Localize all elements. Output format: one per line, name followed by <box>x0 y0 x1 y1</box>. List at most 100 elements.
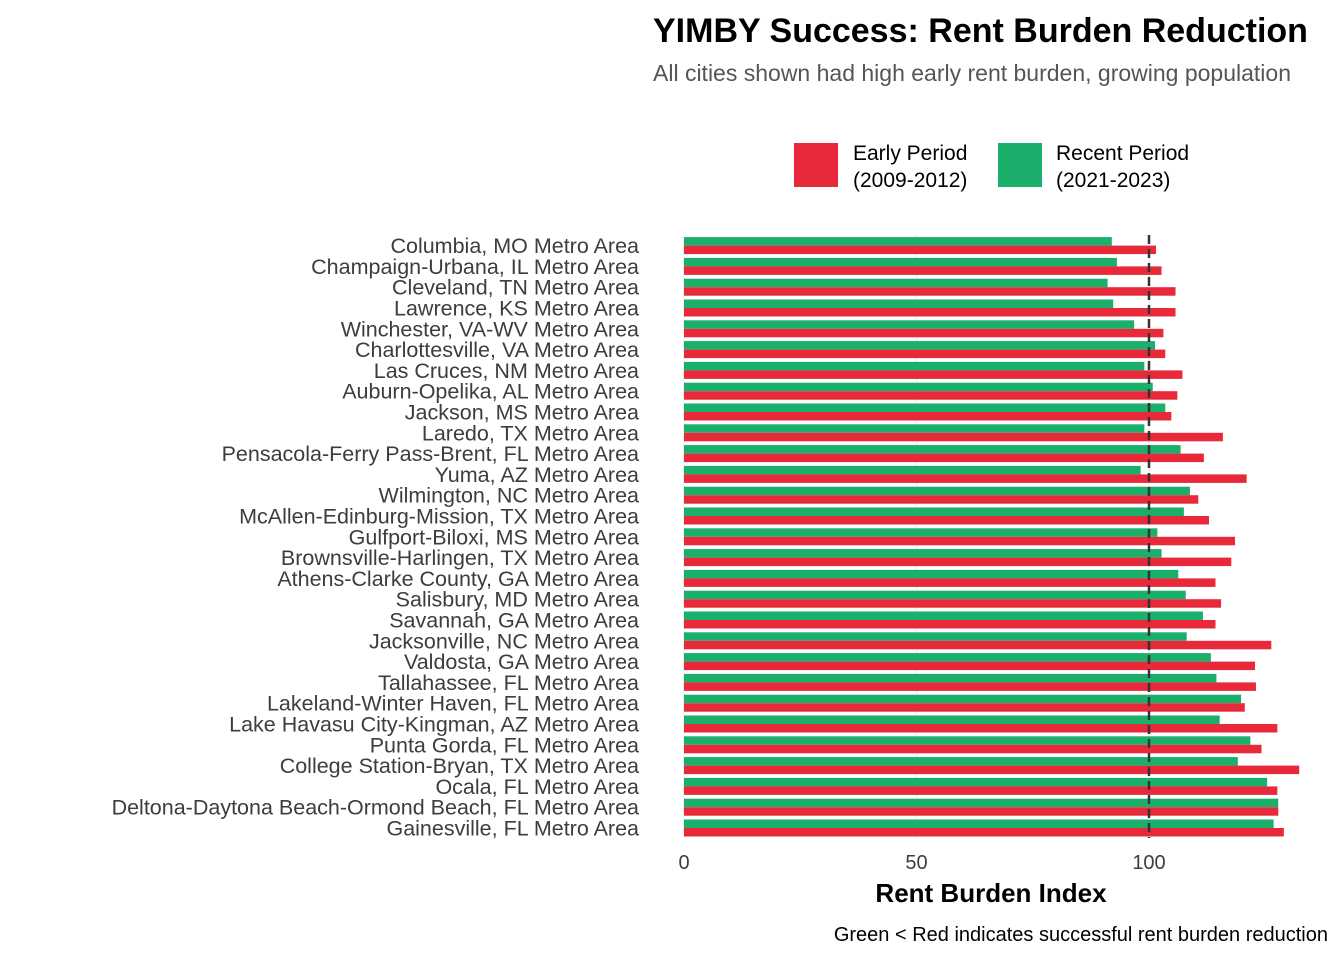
category-label-24: Punta Gorda, FL Metro Area <box>370 733 639 757</box>
chart-title: YIMBY Success: Rent Burden Reduction <box>653 12 1308 50</box>
bar-early-25 <box>684 765 1300 775</box>
category-label-11: Yuma, AZ Metro Area <box>435 463 639 487</box>
category-label-1: Champaign-Urbana, IL Metro Area <box>311 255 639 279</box>
bar-early-22 <box>684 703 1245 712</box>
chart-subtitle: All cities shown had high early rent bur… <box>653 60 1291 86</box>
category-label-27: Deltona-Daytona Beach-Ormond Beach, FL M… <box>112 796 639 820</box>
bar-recent-18 <box>684 611 1203 620</box>
category-label-28: Gainesville, FL Metro Area <box>386 817 639 841</box>
bar-recent-4 <box>684 320 1135 329</box>
bar-recent-0 <box>684 237 1112 246</box>
x-tick-label-100: 100 <box>1132 852 1165 874</box>
category-label-10: Pensacola-Ferry Pass-Brent, FL Metro Are… <box>222 442 639 466</box>
category-label-22: Lakeland-Winter Haven, FL Metro Area <box>267 692 639 716</box>
category-label-0: Columbia, MO Metro Area <box>390 234 639 258</box>
bar-early-11 <box>684 474 1247 483</box>
bar-early-9 <box>684 432 1223 442</box>
bar-recent-27 <box>684 798 1279 808</box>
x-axis-title: Rent Burden Index <box>875 878 1107 908</box>
bar-early-8 <box>684 412 1172 421</box>
bar-recent-19 <box>684 632 1187 641</box>
bar-recent-8 <box>684 403 1166 412</box>
legend-label-early-line1: Early Period <box>853 142 967 165</box>
bar-early-14 <box>684 536 1236 546</box>
category-label-25: College Station-Bryan, TX Metro Area <box>280 754 639 778</box>
bar-recent-10 <box>684 445 1181 454</box>
bar-recent-6 <box>684 361 1145 371</box>
x-tick-label-50: 50 <box>905 852 927 874</box>
bar-recent-14 <box>684 528 1158 537</box>
bar-recent-21 <box>684 673 1217 683</box>
bar-early-5 <box>684 349 1166 359</box>
bar-recent-16 <box>684 569 1179 579</box>
bar-recent-3 <box>684 299 1114 308</box>
category-label-19: Jacksonville, NC Metro Area <box>369 629 639 653</box>
bar-early-18 <box>684 620 1216 629</box>
category-label-16: Athens-Clarke County, GA Metro Area <box>277 567 639 591</box>
category-label-7: Auburn-Opelika, AL Metro Area <box>342 380 639 404</box>
bar-recent-22 <box>684 694 1242 704</box>
bar-recent-24 <box>684 736 1251 745</box>
category-label-21: Tallahassee, FL Metro Area <box>378 671 639 695</box>
bar-recent-28 <box>684 819 1274 828</box>
bar-early-0 <box>684 245 1156 255</box>
bar-early-19 <box>684 640 1272 650</box>
category-label-5: Charlottesville, VA Metro Area <box>355 338 639 362</box>
bar-early-28 <box>684 828 1284 837</box>
category-label-26: Ocala, FL Metro Area <box>435 775 639 799</box>
bar-early-26 <box>684 786 1278 795</box>
category-label-17: Salisbury, MD Metro Area <box>396 588 639 612</box>
bar-recent-2 <box>684 278 1108 288</box>
legend-label-recent-line2: (2021-2023) <box>1056 169 1170 192</box>
bar-recent-23 <box>684 715 1220 724</box>
category-label-23: Lake Havasu City-Kingman, AZ Metro Area <box>229 713 639 737</box>
bar-early-16 <box>684 578 1216 587</box>
bar-recent-5 <box>684 341 1156 350</box>
bar-early-12 <box>684 495 1199 504</box>
x-axis-ticks: 0 50 100 <box>678 852 1165 874</box>
bar-early-4 <box>684 328 1164 338</box>
category-label-14: Gulfport-Biloxi, MS Metro Area <box>349 525 639 549</box>
category-label-9: Laredo, TX Metro Area <box>422 421 639 445</box>
category-label-18: Savannah, GA Metro Area <box>389 609 639 633</box>
bar-recent-1 <box>684 257 1117 267</box>
bar-early-13 <box>684 516 1209 525</box>
legend-label-early-line2: (2009-2012) <box>853 169 967 192</box>
chart-caption: Green < Red indicates successful rent bu… <box>834 924 1328 946</box>
bar-early-2 <box>684 287 1176 296</box>
bar-early-27 <box>684 807 1279 816</box>
bar-early-15 <box>684 557 1232 567</box>
legend-swatch-recent <box>998 143 1042 187</box>
category-label-15: Brownsville-Harlingen, TX Metro Area <box>281 546 639 570</box>
legend-label-recent-line1: Recent Period <box>1056 142 1189 165</box>
bar-early-23 <box>684 724 1278 733</box>
category-label-8: Jackson, MS Metro Area <box>405 401 639 425</box>
bar-recent-17 <box>684 590 1186 600</box>
bar-recent-26 <box>684 777 1268 787</box>
category-label-2: Cleveland, TN Metro Area <box>392 276 639 300</box>
category-labels: Columbia, MO Metro AreaChampaign-Urbana,… <box>112 234 639 840</box>
bar-early-1 <box>684 266 1162 275</box>
bar-early-10 <box>684 453 1204 463</box>
bar-recent-15 <box>684 549 1162 558</box>
bar-recent-11 <box>684 465 1141 475</box>
legend: Early Period (2009-2012) Recent Period (… <box>794 142 1189 192</box>
bar-early-20 <box>684 661 1256 671</box>
legend-swatch-early <box>794 143 838 187</box>
bar-early-24 <box>684 744 1262 754</box>
bars <box>684 237 1300 837</box>
category-label-3: Lawrence, KS Metro Area <box>394 297 639 321</box>
category-label-4: Winchester, VA-WV Metro Area <box>341 317 639 341</box>
bar-recent-25 <box>684 757 1238 766</box>
category-label-6: Las Cruces, NM Metro Area <box>374 359 639 383</box>
bar-recent-7 <box>684 382 1153 392</box>
bar-early-17 <box>684 599 1222 608</box>
bar-recent-9 <box>684 424 1145 433</box>
bar-early-21 <box>684 682 1256 691</box>
category-label-12: Wilmington, NC Metro Area <box>379 484 640 508</box>
bar-recent-13 <box>684 507 1184 516</box>
x-tick-label-0: 0 <box>678 852 689 874</box>
bar-early-3 <box>684 308 1176 317</box>
category-label-13: McAllen-Edinburg-Mission, TX Metro Area <box>239 505 639 529</box>
